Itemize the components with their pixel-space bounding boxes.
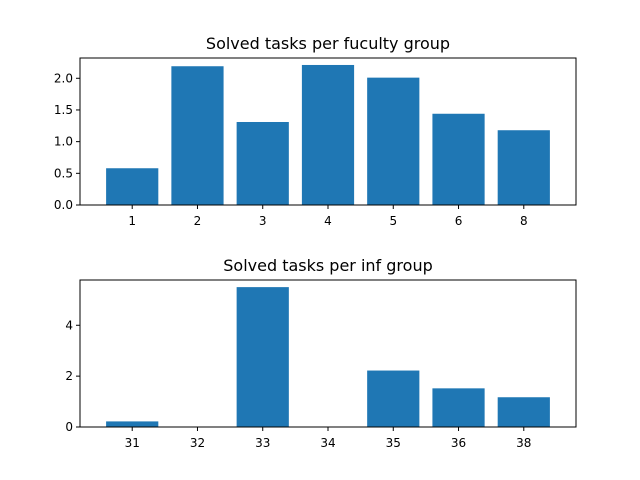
bar-38 — [497, 397, 550, 427]
y-axis-ticks: 0.0 0.5 1.0 1.5 2.0 — [54, 71, 80, 212]
y-tick-label: 0.5 — [54, 166, 73, 180]
chart-faculty-group: Solved tasks per fuculty group 0.0 0.5 1.0… — [54, 34, 577, 228]
chart-inf-group: Solved tasks per inf group 024 31 32 33 34 3… — [65, 256, 577, 450]
x-tick-label: 38 — [516, 436, 531, 450]
y-tick-label: 0.0 — [54, 198, 73, 212]
bar-group — [106, 64, 550, 206]
x-tick-label: 32 — [190, 436, 205, 450]
x-axis-ticks: 1 2 3 4 5 6 8 — [128, 205, 528, 228]
x-tick-label: 34 — [320, 436, 335, 450]
chart-title: Solved tasks per fuculty group — [206, 34, 450, 53]
x-tick-label: 5 — [389, 214, 397, 228]
bar-36 — [432, 388, 485, 427]
axes-frame — [79, 57, 577, 206]
x-tick-label: 1 — [128, 214, 136, 228]
y-tick-label: 0 — [65, 420, 73, 434]
y-axis-ticks: 0 2 4 — [65, 318, 80, 434]
axes-frame — [79, 279, 577, 428]
bar-6 — [432, 113, 485, 205]
y-tick-label: 2.0 — [54, 71, 73, 85]
x-axis-ticks: 31 32 33 34 35 36 38 — [125, 427, 531, 450]
bar-31 — [106, 421, 159, 427]
x-tick-label: 6 — [455, 214, 463, 228]
x-tick-label: 31 — [125, 436, 140, 450]
x-tick-label: 36 — [451, 436, 466, 450]
chart-title: Solved tasks per inf group — [223, 256, 432, 275]
y-tick-label: 4 — [65, 318, 73, 332]
bar-33 — [236, 287, 289, 427]
x-tick-label: 2 — [194, 214, 202, 228]
y-tick-label: 2 — [65, 369, 73, 383]
x-tick-label: 4 — [324, 214, 332, 228]
bar-1 — [106, 168, 159, 205]
x-tick-label: 3 — [259, 214, 267, 228]
bar-group — [106, 287, 550, 427]
bar-5 — [367, 77, 420, 205]
bar-3 — [236, 121, 289, 205]
bar-35 — [367, 370, 420, 427]
x-tick-label: 35 — [386, 436, 401, 450]
bar-2 — [171, 66, 224, 206]
y-tick-label: 1.0 — [54, 135, 73, 149]
y-tick-label: 1.5 — [54, 103, 73, 117]
bar-8 — [497, 130, 550, 205]
x-tick-label: 8 — [520, 214, 528, 228]
x-tick-label: 33 — [255, 436, 270, 450]
bar-4 — [301, 64, 355, 206]
